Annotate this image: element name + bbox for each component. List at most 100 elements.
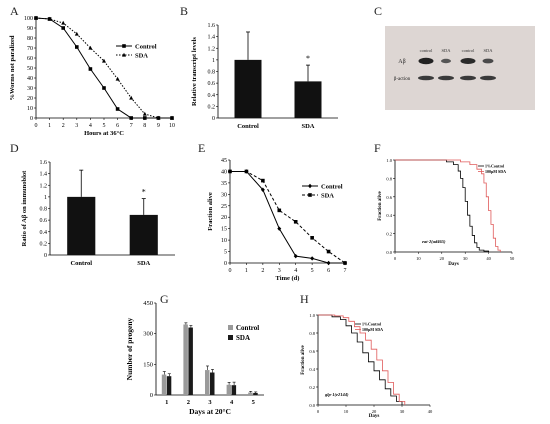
y-axis-title: Fraction alive — [301, 344, 306, 374]
data-point-sda — [61, 20, 66, 25]
y-axis-title: Relative transcript levels — [191, 37, 198, 106]
data-point-control — [61, 26, 65, 30]
x-tick-label: 0 — [394, 256, 397, 261]
legend-label: SDA — [321, 193, 334, 200]
bar-control — [234, 59, 262, 118]
y-tick-label: 90 — [27, 26, 33, 32]
y-axis-title: %Worms not paralized — [9, 35, 16, 100]
blot-membrane — [385, 26, 535, 110]
x-axis-title: Time (d) — [276, 275, 300, 282]
row-label-actin: β-action — [394, 77, 411, 82]
x-tick-label: 2 — [62, 123, 65, 129]
y-tick-label: 0.2 — [208, 104, 216, 110]
band-actin — [438, 75, 454, 81]
survival-curve-1 — [318, 314, 406, 405]
y-axis-title: Fraction alive — [378, 190, 383, 220]
y-tick-label: 0.8 — [309, 331, 315, 336]
lane-label: control — [420, 48, 433, 53]
legend-label: Control — [135, 44, 157, 51]
data-point-sda — [34, 15, 38, 20]
panel-label-e: E — [198, 141, 206, 155]
x-axis-title: Hours at 36°C — [84, 130, 124, 137]
lane-label: SDA — [483, 48, 493, 53]
y-axis-title: Ratio of Aβ on immunoblot — [21, 170, 28, 246]
x-axis-title: Days at 20°C — [189, 407, 231, 416]
panel-label-b: B — [180, 4, 189, 18]
panel-label-d: D — [10, 141, 19, 155]
x-tick-label: 0 — [229, 268, 232, 274]
y-tick-label: 60 — [27, 56, 33, 62]
y-tick-label: 0.4 — [309, 367, 315, 372]
x-tick-label: 50 — [510, 256, 515, 261]
survival-curve-1 — [395, 159, 501, 252]
data-point-control — [277, 226, 282, 231]
significance-marker: * — [306, 54, 310, 63]
legend-swatch — [228, 325, 233, 330]
y-tick-label: 0 — [212, 116, 215, 122]
legend-marker — [122, 44, 126, 48]
x-tick-label: 1 — [245, 268, 248, 274]
x-tick-label: 0 — [35, 123, 38, 129]
x-tick-label: 3 — [278, 268, 281, 274]
panel-label-c: C — [374, 4, 383, 18]
y-tick-label: 20 — [27, 96, 33, 102]
y-tick-label: 0.2 — [386, 232, 392, 237]
y-tick-label: 0.0 — [309, 403, 315, 408]
y-tick-label: 0 — [224, 261, 227, 267]
y-tick-label: 0.8 — [386, 176, 392, 181]
y-tick-label: 35 — [221, 181, 227, 187]
data-point-control — [88, 67, 93, 71]
y-tick-label: 30 — [221, 192, 227, 198]
x-tick-label: 20 — [440, 256, 445, 261]
legend-marker — [308, 193, 312, 197]
significance-marker: * — [142, 188, 146, 197]
band-actin — [418, 75, 434, 81]
y-tick-label: 0.4 — [386, 213, 392, 218]
y-tick-label: 0.0 — [386, 250, 392, 255]
bar-sda-day1 — [166, 376, 172, 395]
x-tick-label: 10 — [416, 256, 421, 261]
x-tick-label: 10 — [169, 123, 175, 129]
y-tick-label: 0.4 — [40, 230, 48, 236]
x-tick-label: 4 — [89, 123, 92, 129]
x-tick-label: 1 — [48, 123, 51, 129]
y-tick-label: 1.0 — [309, 313, 315, 318]
y-tick-label: 150 — [143, 361, 153, 368]
x-tick-label: 5 — [252, 399, 256, 406]
legend-label: 100μM SDA — [485, 169, 506, 174]
bar-control-day1 — [161, 374, 167, 395]
legend-label: SDA — [135, 53, 148, 60]
x-tick-label: 5 — [311, 268, 314, 274]
series-line-sda — [230, 170, 346, 264]
y-tick-label: 15 — [221, 227, 227, 233]
x-tick-label: 6 — [116, 123, 119, 129]
y-tick-label: 45 — [221, 158, 227, 164]
y-tick-label: 0.4 — [208, 93, 216, 99]
data-point-sda — [261, 178, 265, 183]
data-point-sda — [47, 16, 52, 21]
bar-sda-day4 — [231, 385, 237, 395]
x-tick-label: 6 — [327, 268, 330, 274]
bar-sda — [129, 214, 158, 255]
data-point-control — [115, 107, 120, 111]
bar-sda-day2 — [188, 327, 193, 395]
bar-control-day5 — [248, 392, 253, 395]
y-tick-label: 0.6 — [309, 349, 315, 354]
y-tick-label: 0.6 — [208, 81, 216, 87]
y-tick-label: 300 — [143, 331, 153, 338]
y-axis-title: Number of progeny — [125, 317, 134, 380]
y-tick-label: 40 — [221, 169, 227, 175]
y-tick-label: 0.2 — [40, 241, 48, 247]
y-tick-label: 0.2 — [309, 385, 315, 390]
series-line-control — [230, 170, 345, 264]
bar-control-day2 — [183, 324, 188, 395]
survival-curve-0 — [318, 314, 403, 405]
y-tick-label: 30 — [27, 86, 33, 92]
panel-label-a: A — [10, 4, 19, 18]
x-axis-title: Days — [369, 414, 380, 419]
data-point-control — [75, 45, 79, 49]
x-tick-label: 1 — [165, 399, 168, 406]
strain-label: glp-1(e2144) — [324, 392, 349, 397]
y-tick-label: 1.2 — [40, 183, 48, 189]
y-tick-label: 450 — [143, 300, 153, 307]
